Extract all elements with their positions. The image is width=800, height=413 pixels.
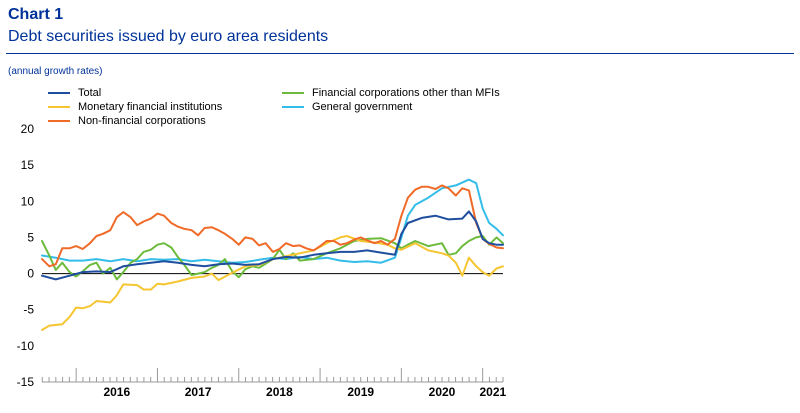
legend-item-ofc: Financial corporations other than MFIs xyxy=(282,86,500,100)
y-tick-label: 15 xyxy=(21,158,35,172)
legend-left: Total Monetary financial institutions No… xyxy=(48,86,222,128)
y-tick-label: -15 xyxy=(17,375,35,389)
legend-swatch-nfc xyxy=(48,120,70,122)
y-tick-label: 10 xyxy=(21,194,35,208)
series-line-non-financial-corporations xyxy=(41,184,504,268)
legend-item-total: Total xyxy=(48,86,222,100)
chart-subtitle: (annual growth rates) xyxy=(8,66,103,77)
y-tick-label: 0 xyxy=(27,267,34,281)
legend-label-nfc: Non-financial corporations xyxy=(78,115,206,127)
x-tick-label: 2017 xyxy=(185,385,212,399)
y-tick-label: -10 xyxy=(17,339,35,353)
x-tick-label: 2021 xyxy=(479,385,506,399)
x-tick-label: 2018 xyxy=(266,385,293,399)
y-tick-label: 5 xyxy=(27,230,34,244)
legend-label-ofc: Financial corporations other than MFIs xyxy=(312,87,500,99)
x-tick-label: 2019 xyxy=(347,385,374,399)
legend-swatch-total xyxy=(48,92,70,94)
series-line-total xyxy=(41,210,504,281)
legend-label-total: Total xyxy=(78,87,102,99)
legend-item-gg: General government xyxy=(282,100,500,114)
legend-label-gg: General government xyxy=(312,101,413,113)
legend-item-mfi: Monetary financial institutions xyxy=(48,100,222,114)
x-tick-label: 2020 xyxy=(429,385,456,399)
x-tick-label: 2016 xyxy=(103,385,130,399)
chart-title: Debt securities issued by euro area resi… xyxy=(8,28,329,45)
legend-label-mfi: Monetary financial institutions xyxy=(78,101,223,113)
y-tick-label: -5 xyxy=(23,303,34,317)
title-divider xyxy=(6,53,794,54)
legend-right: Financial corporations other than MFIs G… xyxy=(282,86,500,114)
legend-swatch-mfi xyxy=(48,106,70,108)
series-line-financial-corporations-other-than-mfis xyxy=(41,235,504,281)
chart-number: Chart 1 xyxy=(8,6,64,23)
legend-swatch-ofc xyxy=(282,92,304,94)
legend-item-nfc: Non-financial corporations xyxy=(48,114,222,128)
y-tick-label: 20 xyxy=(21,122,35,136)
legend-swatch-gg xyxy=(282,106,304,108)
